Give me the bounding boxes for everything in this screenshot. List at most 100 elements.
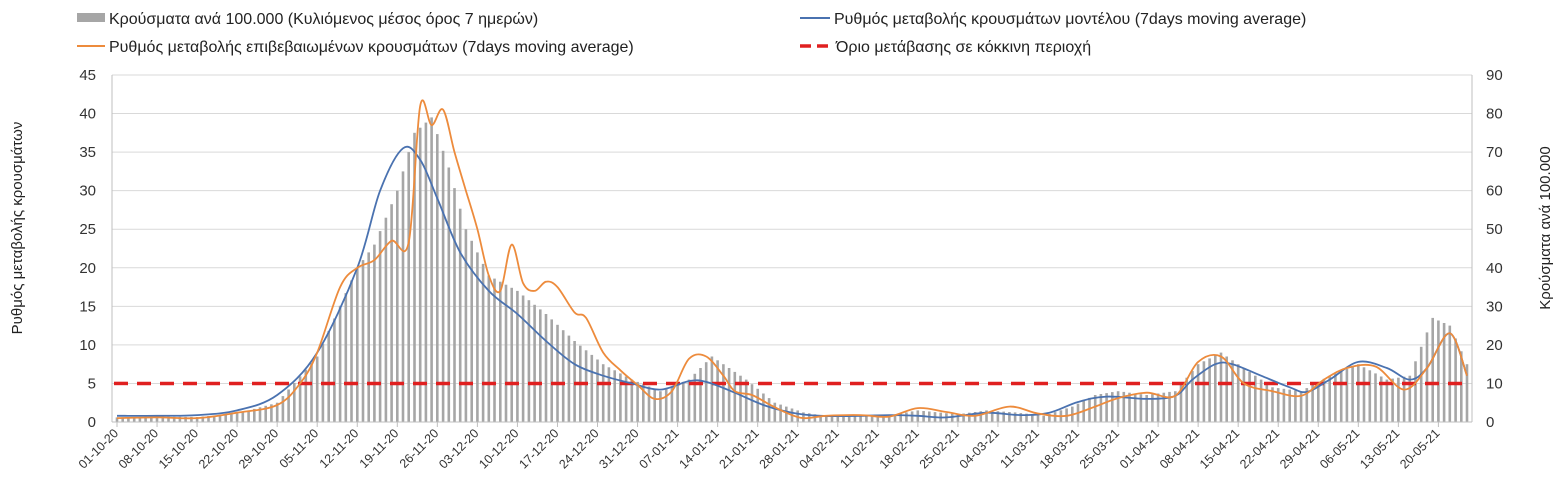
bar	[773, 402, 777, 422]
bar	[172, 416, 176, 422]
bar	[722, 364, 725, 422]
bar	[1397, 377, 1400, 422]
bar	[979, 411, 983, 422]
bar	[1231, 360, 1234, 422]
y-axis-right-tick-label: 80	[1486, 106, 1503, 123]
bar	[121, 417, 124, 422]
bar	[470, 240, 473, 422]
y-axis-left-tick-label: 45	[79, 67, 96, 84]
bar	[167, 416, 170, 422]
bar	[1317, 381, 1320, 422]
gridlines	[112, 74, 1472, 423]
bar	[990, 410, 994, 422]
bar	[264, 405, 267, 422]
y-axis-left-tick-label: 0	[88, 414, 96, 431]
bar	[1362, 367, 1366, 422]
bar	[910, 411, 914, 422]
bar	[624, 376, 628, 422]
bar	[1282, 388, 1286, 422]
x-axis-tick-label: 04-02-21	[797, 426, 842, 471]
bar	[1425, 332, 1429, 422]
bar	[853, 415, 857, 422]
bar	[207, 416, 210, 422]
bar	[1099, 394, 1103, 422]
bar	[830, 416, 834, 422]
y-axis-right-tick-label: 10	[1486, 375, 1503, 392]
bars-series	[115, 117, 1469, 423]
bar	[1374, 373, 1377, 422]
bar	[636, 381, 639, 422]
x-axis-tick-label: 01-10-20	[76, 426, 121, 471]
bar	[504, 284, 508, 422]
x-axis-tick-label: 29-04-21	[1277, 426, 1322, 471]
legend-swatch-bars	[77, 13, 105, 22]
bar	[1379, 376, 1383, 422]
x-axis-tick-label: 26-11-20	[397, 426, 442, 471]
bar	[550, 319, 553, 422]
bar	[733, 371, 737, 422]
bar	[287, 389, 290, 422]
bar	[1088, 397, 1091, 422]
bar	[1036, 415, 1040, 422]
bar	[447, 167, 451, 422]
bar	[241, 412, 245, 422]
y-axis-right-tick-label: 20	[1486, 337, 1503, 354]
x-axis-tick-label: 12-11-20	[317, 426, 362, 471]
bar	[298, 376, 302, 422]
bar	[619, 373, 622, 422]
bar	[762, 393, 765, 422]
x-axis-tick-label: 14-01-21	[676, 426, 721, 471]
bar	[1236, 364, 1240, 422]
bar	[1254, 375, 1257, 422]
bar	[1174, 391, 1177, 422]
x-axis-tick-label: 08-04-21	[1157, 426, 1202, 471]
bar	[527, 300, 531, 422]
bar	[533, 304, 536, 422]
bar	[1408, 375, 1412, 422]
bar	[682, 381, 685, 422]
bar	[647, 386, 651, 422]
bar	[516, 290, 519, 422]
bar	[1105, 393, 1108, 422]
x-axis-tick-label: 31-12-20	[596, 426, 641, 471]
bar	[1053, 412, 1057, 422]
bar	[659, 391, 662, 422]
bar	[744, 379, 748, 422]
bar	[1031, 414, 1034, 422]
bar	[235, 413, 239, 422]
bar	[1248, 371, 1251, 422]
bar	[1168, 391, 1171, 422]
bar	[601, 364, 605, 422]
bar	[899, 413, 902, 422]
bar	[453, 188, 456, 422]
bar	[293, 382, 296, 422]
bar	[338, 305, 342, 422]
y-axis-left-tick-label: 35	[79, 144, 96, 161]
bar	[1128, 392, 1131, 422]
bar	[1334, 373, 1337, 422]
y-axis-right-tick-label: 30	[1486, 298, 1503, 315]
x-axis-tick-label: 25-03-21	[1077, 426, 1122, 471]
x-axis-tick-label: 04-03-21	[957, 426, 1002, 471]
bar	[756, 388, 759, 422]
bar	[407, 152, 410, 422]
x-axis-tick-label: 06-05-21	[1317, 426, 1362, 471]
bar	[882, 414, 885, 422]
legend-label-bars: Κρούσματα ανά 100.000 (Κυλιόμενος μέσος …	[109, 11, 538, 28]
bar	[1196, 364, 1200, 422]
x-axis-tick-label: 24-12-20	[556, 426, 601, 471]
bar	[138, 416, 142, 422]
legend-item-model: Ρυθμός μεταβολής κρουσμάτων μοντέλου (7d…	[800, 11, 1306, 28]
legend-label-threshold: Όριο μετάβασης σε κόκκινη περιοχή	[835, 39, 1091, 56]
bar	[1122, 391, 1126, 422]
bar	[270, 404, 273, 422]
bar	[956, 414, 960, 422]
bar	[779, 404, 782, 422]
x-axis-tick-label: 15-10-20	[156, 426, 201, 471]
legend-label-confirmed: Ρυθμός μεταβολής επιβεβαιωμένων κρουσμάτ…	[109, 39, 634, 56]
bar	[1414, 361, 1417, 422]
x-axis-tick-label: 29-10-20	[236, 426, 281, 471]
bar	[870, 415, 874, 422]
legend-item-threshold: Όριο μετάβασης σε κόκκινη περιοχή	[800, 39, 1091, 56]
